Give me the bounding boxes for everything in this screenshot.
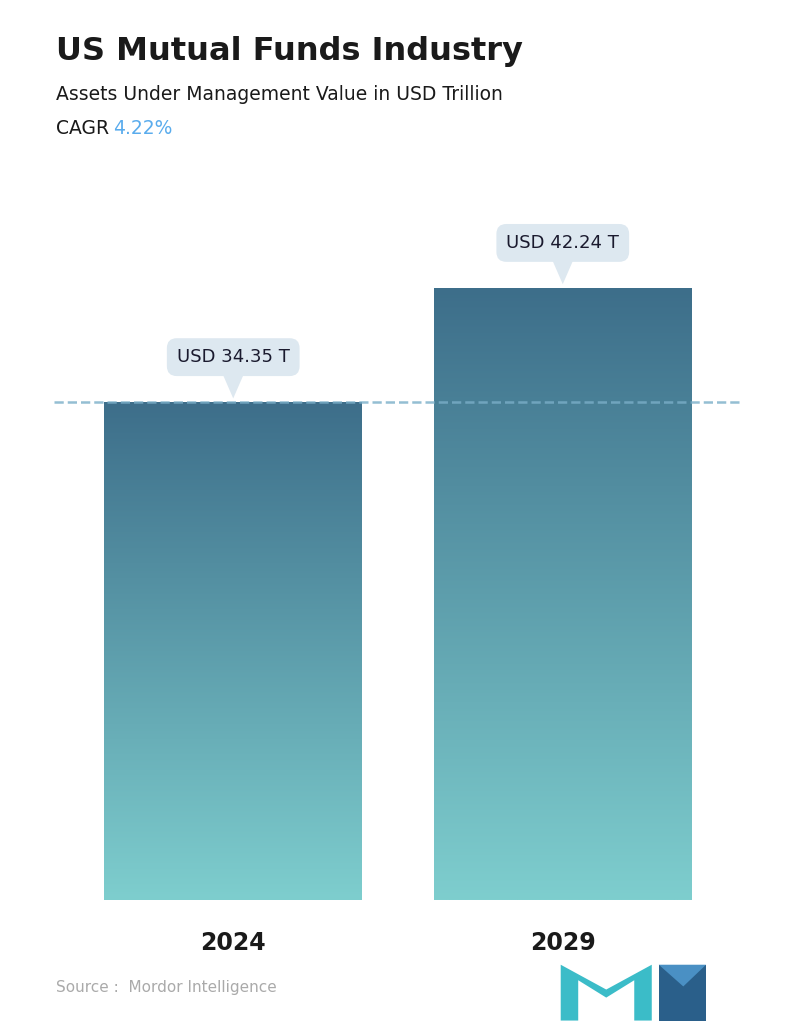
Polygon shape <box>659 965 706 1021</box>
Text: 4.22%: 4.22% <box>113 119 173 138</box>
Text: 2024: 2024 <box>201 932 266 955</box>
Polygon shape <box>560 965 652 1021</box>
Polygon shape <box>659 965 706 986</box>
Text: 2029: 2029 <box>530 932 595 955</box>
Polygon shape <box>550 254 576 284</box>
Text: Source :  Mordor Intelligence: Source : Mordor Intelligence <box>56 979 276 995</box>
Text: CAGR: CAGR <box>56 119 115 138</box>
Text: USD 42.24 T: USD 42.24 T <box>506 234 619 252</box>
Polygon shape <box>220 369 246 398</box>
Text: USD 34.35 T: USD 34.35 T <box>177 348 290 366</box>
Text: US Mutual Funds Industry: US Mutual Funds Industry <box>56 36 523 67</box>
Text: Assets Under Management Value in USD Trillion: Assets Under Management Value in USD Tri… <box>56 85 502 103</box>
